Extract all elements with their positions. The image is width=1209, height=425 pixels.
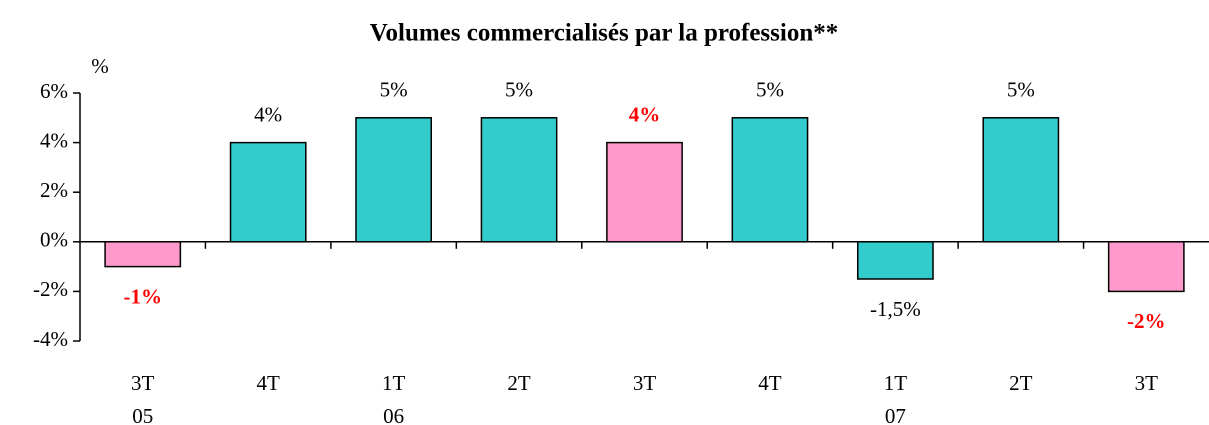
y-tick-label: 0% — [40, 228, 68, 252]
value-label: 4% — [254, 102, 282, 126]
x-tick-label: 2T — [507, 371, 531, 395]
bar — [857, 241, 934, 280]
value-label: -1,5% — [870, 297, 921, 321]
bar — [355, 117, 432, 243]
x-tick-label: 3T — [633, 371, 657, 395]
value-label: -2% — [1127, 309, 1166, 333]
x-tick-label: 4T — [257, 371, 281, 395]
y-tick-label: -4% — [33, 327, 68, 351]
y-tick-label: 6% — [40, 79, 68, 103]
value-label: 5% — [756, 78, 784, 102]
value-label: 5% — [1007, 78, 1035, 102]
x-tick-label: 3T — [1135, 371, 1159, 395]
y-tick-label: -2% — [33, 277, 68, 301]
y-axis-label: % — [91, 54, 109, 78]
value-label: 5% — [505, 78, 533, 102]
bar — [480, 117, 558, 243]
x-tick-label: 2T — [1009, 371, 1033, 395]
y-tick-label: 4% — [40, 128, 68, 152]
x-tick-year: 07 — [885, 404, 906, 425]
bar — [1107, 241, 1185, 293]
bar — [731, 117, 809, 243]
x-tick-year: 05 — [132, 404, 153, 425]
x-tick-label: 3T — [131, 371, 155, 395]
value-label: 4% — [629, 102, 661, 126]
bar — [229, 141, 307, 243]
bar — [104, 241, 182, 268]
bar — [982, 117, 1060, 243]
x-tick-year: 06 — [383, 404, 404, 425]
x-tick-label: 1T — [382, 371, 406, 395]
x-tick-label: 1T — [884, 371, 908, 395]
y-tick-label: 2% — [40, 178, 68, 202]
chart-title: Volumes commercialisés par la profession… — [370, 20, 839, 47]
value-label: -1% — [123, 284, 162, 308]
bar — [606, 141, 683, 243]
x-tick-label: 4T — [758, 371, 782, 395]
value-label: 5% — [380, 78, 408, 102]
